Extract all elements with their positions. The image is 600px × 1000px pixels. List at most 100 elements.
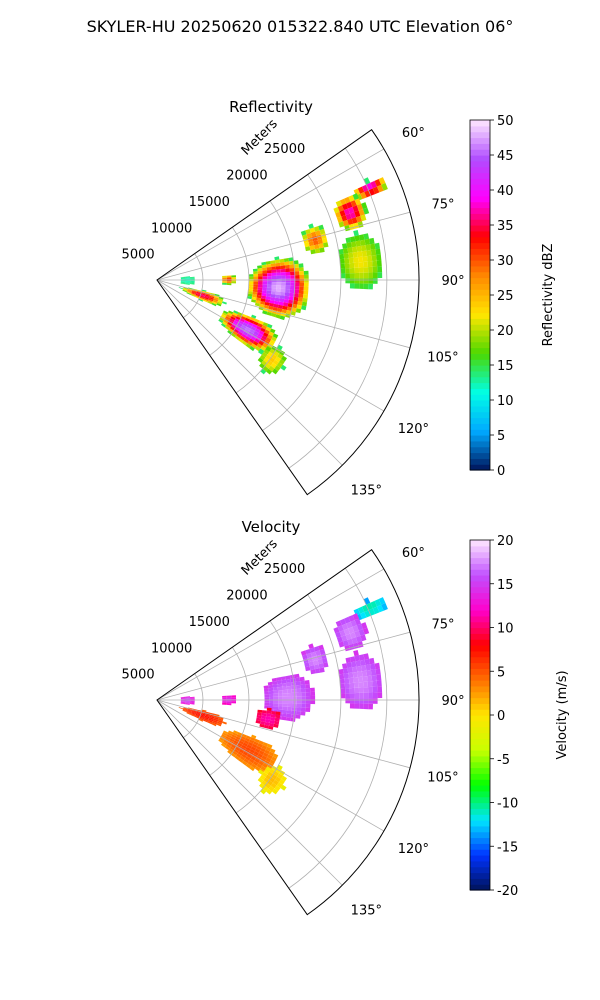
echo-cell-5 bbox=[276, 677, 282, 681]
colorbar-tick-label: -5 bbox=[497, 753, 510, 768]
echo-cell-7 bbox=[368, 703, 373, 710]
echo-cell-8 bbox=[214, 713, 220, 717]
echo-cell-5 bbox=[262, 310, 268, 315]
echo-cell-6 bbox=[344, 263, 350, 269]
echo-cell-5 bbox=[285, 285, 291, 290]
echo-cell-1 bbox=[352, 205, 359, 213]
echo-cell-5 bbox=[253, 276, 259, 280]
echo-cell-5 bbox=[268, 305, 274, 310]
echo-cell-5 bbox=[282, 696, 288, 700]
echo-cell-1 bbox=[354, 210, 361, 218]
echo-cell-2 bbox=[306, 653, 312, 659]
echo-cell-3 bbox=[180, 277, 186, 279]
echo-cell-5 bbox=[271, 282, 277, 286]
echo-cell-9 bbox=[257, 743, 263, 748]
echo-cell-5 bbox=[277, 683, 283, 688]
echo-cell-1 bbox=[342, 623, 349, 631]
echo-cell-3 bbox=[185, 698, 191, 700]
echo-cell-8 bbox=[222, 321, 228, 326]
echo-cell-1 bbox=[343, 208, 350, 216]
echo-cell-7 bbox=[207, 301, 213, 305]
echo-cell-6 bbox=[361, 250, 368, 257]
echo-cell-9 bbox=[258, 750, 265, 756]
echo-cell-5 bbox=[283, 258, 289, 263]
range-tick-label: 20000 bbox=[226, 169, 267, 184]
echo-cell-5 bbox=[268, 690, 274, 695]
azimuth-tick-label: 90° bbox=[442, 694, 465, 709]
echo-cell-8 bbox=[260, 327, 266, 333]
echo-cell-7 bbox=[344, 683, 350, 689]
echo-cell-4 bbox=[222, 695, 227, 698]
echo-cell-6 bbox=[361, 245, 367, 252]
echo-cell-6 bbox=[256, 714, 262, 719]
echo-cell-2 bbox=[305, 666, 311, 672]
echo-cell-7 bbox=[357, 676, 364, 683]
echo-cell-8 bbox=[226, 323, 232, 329]
echo-cell-5 bbox=[273, 700, 279, 704]
echo-cell-8 bbox=[235, 316, 241, 321]
echo-cell-8 bbox=[234, 318, 240, 323]
echo-cell-7 bbox=[186, 291, 192, 295]
echo-cell-9 bbox=[250, 756, 256, 761]
echo-cell-6 bbox=[349, 273, 355, 279]
echo-cell-9 bbox=[265, 757, 272, 763]
echo-cell-1 bbox=[344, 196, 351, 204]
echo-cell-7 bbox=[339, 673, 345, 680]
echo-cell-1 bbox=[360, 634, 367, 642]
echo-cell-8 bbox=[265, 337, 272, 343]
echo-cell-8 bbox=[218, 716, 224, 720]
echo-cell-5 bbox=[292, 303, 298, 309]
colorbar-tick-label: 5 bbox=[497, 429, 505, 444]
range-ring bbox=[262, 594, 342, 851]
colorbar-segment bbox=[470, 318, 490, 325]
echo-cell-5 bbox=[290, 717, 296, 722]
echo-cell-5 bbox=[305, 684, 310, 689]
echo-cell-2 bbox=[308, 241, 315, 247]
echo-cell-5 bbox=[274, 256, 280, 261]
echo-cell-6 bbox=[261, 710, 267, 714]
echo-cell-5 bbox=[296, 684, 301, 689]
echo-cell-9 bbox=[250, 737, 256, 742]
echo-cell-6 bbox=[260, 721, 266, 725]
echo-cell-7 bbox=[182, 289, 188, 292]
echo-cell-2 bbox=[308, 661, 315, 667]
echo-cell-6 bbox=[343, 253, 349, 259]
colorbar-segment bbox=[470, 779, 490, 786]
echo-cell-7 bbox=[203, 299, 208, 303]
range-ring bbox=[209, 647, 250, 776]
echo-cell-6 bbox=[372, 260, 378, 267]
echo-cell-5 bbox=[282, 686, 288, 691]
azimuth-spoke bbox=[156, 211, 411, 281]
echo-cell-9 bbox=[218, 739, 224, 744]
echo-cell-5 bbox=[253, 286, 258, 290]
echo-cell-5 bbox=[260, 298, 266, 302]
echo-cell-8 bbox=[242, 322, 248, 327]
echo-cell-8 bbox=[246, 333, 253, 339]
colorbar-segment bbox=[470, 674, 490, 681]
echo-cell-7 bbox=[353, 677, 359, 683]
colorbar-segment bbox=[470, 435, 490, 442]
echo-cell-8 bbox=[228, 328, 234, 333]
echo-cell-8 bbox=[260, 345, 267, 351]
echo-cell-2 bbox=[323, 662, 329, 668]
echo-cell-1 bbox=[363, 627, 370, 635]
echo-cell-5 bbox=[253, 281, 259, 285]
colorbar-tick-label: 5 bbox=[497, 665, 505, 680]
echo-cell-5 bbox=[262, 267, 267, 271]
colorbar-segment bbox=[470, 855, 490, 862]
echo-cell-2 bbox=[317, 658, 323, 665]
colorbar-segment bbox=[470, 464, 490, 471]
echo-cell-2 bbox=[309, 227, 316, 233]
echo-cell-3 bbox=[185, 280, 191, 282]
azimuth-tick-label: 60° bbox=[402, 126, 425, 141]
colorbar-segment bbox=[470, 668, 490, 675]
echo-cell-7 bbox=[208, 299, 213, 303]
echo-cell-8 bbox=[243, 338, 249, 344]
echo-cell-8 bbox=[217, 719, 223, 723]
echo-cell-3 bbox=[190, 278, 195, 280]
colorbar-segment bbox=[470, 604, 490, 611]
echo-cell-8 bbox=[222, 721, 227, 725]
echo-cell-8 bbox=[267, 323, 273, 329]
echo-cell-6 bbox=[376, 254, 382, 261]
echo-cell-2 bbox=[314, 248, 321, 254]
